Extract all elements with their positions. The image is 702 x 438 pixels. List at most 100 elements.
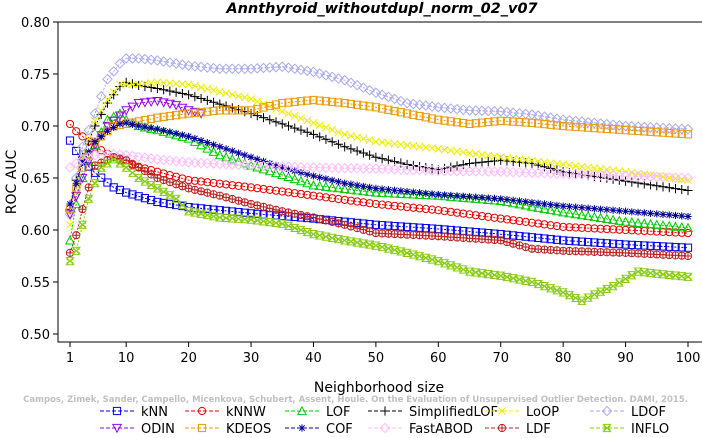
data-point-knnw bbox=[409, 203, 418, 212]
data-point-lof bbox=[676, 222, 687, 232]
data-point-cof bbox=[515, 197, 524, 205]
data-point-simplifiedlof bbox=[477, 157, 487, 167]
data-point-inflo bbox=[470, 268, 481, 277]
legend-item-fastabod: FastABOD bbox=[368, 422, 473, 437]
data-point-inflo bbox=[577, 296, 587, 305]
data-point-cof bbox=[234, 149, 243, 157]
data-point-inflo bbox=[495, 271, 506, 280]
data-point-cof bbox=[484, 194, 492, 202]
series-line-ldof bbox=[69, 57, 689, 215]
data-point-kdeos bbox=[671, 129, 680, 138]
data-point-inflo bbox=[483, 269, 494, 279]
data-point-ldof bbox=[601, 118, 613, 130]
data-point-inflo bbox=[333, 235, 344, 244]
data-point-kdeos bbox=[253, 104, 262, 114]
data-point-kdeos bbox=[284, 98, 293, 107]
data-point-ldof bbox=[326, 71, 338, 83]
data-point-lof bbox=[164, 128, 175, 138]
data-point-ldof bbox=[445, 103, 457, 114]
data-point-simplifiedlof bbox=[446, 162, 456, 172]
data-point-loop bbox=[584, 163, 593, 172]
series-fastabod bbox=[64, 148, 694, 184]
data-point-simplifiedlof bbox=[277, 119, 287, 129]
data-point-knn bbox=[546, 235, 555, 244]
data-point-simplifiedlof bbox=[296, 125, 306, 135]
data-point-cof bbox=[659, 210, 667, 218]
data-point-simplifiedlof bbox=[371, 152, 381, 162]
data-point-kdeos bbox=[677, 129, 686, 139]
data-point-cof bbox=[272, 161, 280, 170]
data-point-cof bbox=[440, 191, 449, 199]
y-axis: 0.50 0.55 0.60 0.65 0.70 0.75 0.80 bbox=[21, 16, 58, 343]
data-point-inflo bbox=[202, 210, 213, 220]
data-point-knnw bbox=[459, 209, 468, 218]
data-point-inflo bbox=[177, 200, 188, 210]
data-point-kdeos bbox=[596, 124, 605, 133]
data-point-kdeos bbox=[477, 118, 487, 127]
series-layer bbox=[64, 53, 694, 305]
data-point-cof bbox=[590, 205, 598, 213]
data-point-cof bbox=[671, 211, 680, 220]
data-point-knnw bbox=[627, 226, 636, 235]
data-point-kdeos bbox=[546, 120, 555, 129]
data-point-simplifiedlof bbox=[677, 184, 687, 195]
data-point-kdeos bbox=[590, 123, 599, 133]
data-point-cof bbox=[116, 120, 124, 128]
data-point-knnw bbox=[178, 174, 187, 183]
data-point-cof bbox=[615, 207, 623, 215]
data-point-kdeos bbox=[509, 117, 518, 126]
data-point-knnw bbox=[284, 188, 293, 197]
data-point-odin bbox=[158, 98, 169, 108]
data-point-ldof bbox=[202, 62, 213, 73]
data-point-simplifiedlof bbox=[190, 92, 200, 102]
data-point-kdeos bbox=[353, 100, 362, 109]
data-point-knn bbox=[384, 221, 393, 230]
data-point-ldof bbox=[308, 66, 319, 78]
x-tick-label-2: 20 bbox=[180, 351, 197, 366]
data-point-knnw bbox=[303, 190, 312, 199]
data-point-loop bbox=[228, 90, 237, 99]
data-point-inflo bbox=[602, 284, 612, 294]
x-tick-label-4: 40 bbox=[305, 351, 322, 366]
data-point-kdeos bbox=[465, 119, 474, 129]
data-point-kdeos bbox=[209, 106, 218, 116]
data-point-loop bbox=[178, 80, 187, 88]
data-point-odin bbox=[121, 106, 132, 116]
data-point-inflo bbox=[651, 269, 662, 278]
data-point-kdeos bbox=[165, 111, 174, 121]
data-point-lof bbox=[558, 207, 569, 217]
data-point-simplifiedlof bbox=[121, 77, 131, 87]
data-point-ldof bbox=[414, 99, 425, 111]
data-point-loop bbox=[309, 118, 318, 127]
data-point-kdeos bbox=[571, 122, 580, 131]
data-point-inflo bbox=[445, 261, 456, 270]
data-point-inflo bbox=[321, 232, 331, 241]
data-point-kdeos bbox=[658, 128, 668, 137]
data-point-knnw bbox=[602, 224, 611, 234]
data-point-inflo bbox=[539, 282, 550, 291]
data-point-knnw bbox=[228, 181, 237, 190]
data-point-knn bbox=[565, 236, 574, 245]
data-point-inflo bbox=[221, 213, 231, 223]
data-point-lof bbox=[352, 185, 363, 195]
data-point-cof bbox=[66, 200, 74, 208]
data-point-inflo bbox=[102, 159, 113, 168]
data-point-odin bbox=[64, 210, 76, 220]
data-point-kdeos bbox=[184, 109, 193, 118]
data-point-inflo bbox=[90, 179, 100, 188]
data-point-inflo bbox=[676, 272, 687, 281]
data-point-lof bbox=[670, 221, 681, 231]
x-tick-label-9: 90 bbox=[617, 351, 634, 366]
data-point-knnw bbox=[502, 215, 512, 224]
data-point-knnw bbox=[365, 199, 374, 208]
data-point-inflo bbox=[196, 209, 206, 218]
data-point-cof bbox=[172, 129, 180, 138]
legend-item-knn: kNN bbox=[100, 405, 168, 420]
data-point-cof bbox=[78, 158, 87, 166]
data-point-cof bbox=[422, 189, 430, 197]
data-point-inflo bbox=[171, 194, 181, 203]
legend-label-inflo: INFLO bbox=[631, 422, 669, 434]
data-point-knn bbox=[209, 205, 218, 214]
data-point-cof bbox=[603, 206, 611, 214]
data-point-ldof bbox=[582, 116, 594, 128]
